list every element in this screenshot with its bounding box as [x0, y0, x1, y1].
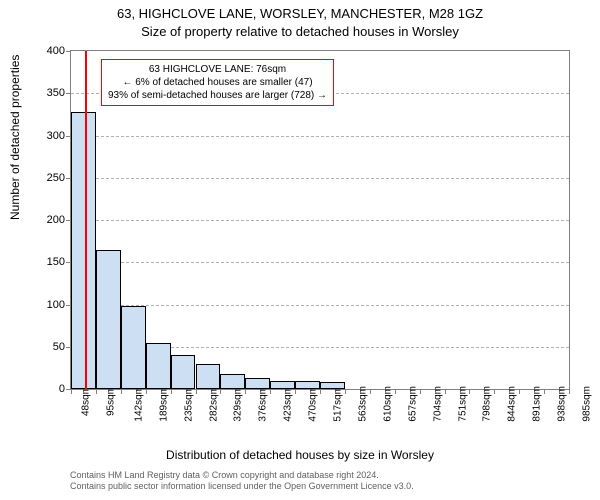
xtick-mark [96, 389, 97, 394]
subject-marker-line [85, 51, 87, 389]
chart-title-address: 63, HIGHCLOVE LANE, WORSLEY, MANCHESTER,… [0, 6, 600, 21]
xtick-mark [494, 389, 495, 394]
gridline [71, 305, 569, 306]
xtick-mark [270, 389, 271, 394]
xtick-label: 470sqm [307, 386, 318, 422]
xtick-label: 48sqm [81, 386, 92, 416]
ytick-label: 100 [31, 299, 65, 311]
ytick-label: 150 [31, 256, 65, 268]
histogram-bar [196, 364, 221, 389]
attribution-text: Contains HM Land Registry data © Crown c… [70, 470, 414, 492]
xtick-mark [196, 389, 197, 394]
xtick-label: 517sqm [332, 386, 343, 422]
xtick-label: 844sqm [507, 386, 518, 422]
annotation-line-1: 63 HIGHCLOVE LANE: 76sqm [108, 63, 327, 76]
xtick-label: 423sqm [282, 386, 293, 422]
ytick-mark [66, 93, 71, 94]
xtick-label: 189sqm [158, 386, 169, 422]
xtick-mark [519, 389, 520, 394]
histogram-bar [171, 355, 196, 389]
histogram-bar [220, 374, 245, 389]
ytick-label: 200 [31, 214, 65, 226]
histogram-bar [245, 378, 270, 389]
gridline [71, 220, 569, 221]
xtick-mark [220, 389, 221, 394]
xtick-mark [569, 389, 570, 394]
y-axis-label: Number of detached properties [8, 55, 22, 220]
histogram-bar [71, 112, 96, 389]
xtick-label: 985sqm [581, 386, 592, 422]
xtick-label: 657sqm [407, 386, 418, 422]
gridline [71, 136, 569, 137]
attribution-line-1: Contains HM Land Registry data © Crown c… [70, 470, 414, 481]
histogram-bar [96, 250, 121, 389]
xtick-label: 95sqm [105, 386, 116, 416]
xtick-mark [445, 389, 446, 394]
xtick-label: 751sqm [457, 386, 468, 422]
annotation-box: 63 HIGHCLOVE LANE: 76sqm← 6% of detached… [101, 59, 334, 106]
xtick-label: 938sqm [556, 386, 567, 422]
xtick-mark [345, 389, 346, 394]
histogram-bar [146, 343, 171, 389]
xtick-label: 704sqm [432, 386, 443, 422]
xtick-mark [395, 389, 396, 394]
xtick-label: 329sqm [233, 386, 244, 422]
ytick-label: 300 [31, 130, 65, 142]
gridline [71, 178, 569, 179]
x-axis-label: Distribution of detached houses by size … [0, 448, 600, 462]
attribution-line-2: Contains public sector information licen… [70, 481, 414, 492]
xtick-mark [146, 389, 147, 394]
xtick-mark [295, 389, 296, 394]
annotation-line-2: ← 6% of detached houses are smaller (47) [108, 76, 327, 89]
xtick-label: 282sqm [208, 386, 219, 422]
xtick-mark [245, 389, 246, 394]
xtick-label: 142sqm [133, 386, 144, 422]
xtick-mark [121, 389, 122, 394]
ytick-label: 350 [31, 87, 65, 99]
xtick-mark [171, 389, 172, 394]
xtick-mark [71, 389, 72, 394]
ytick-label: 250 [31, 172, 65, 184]
xtick-label: 235sqm [183, 386, 194, 422]
xtick-mark [544, 389, 545, 394]
xtick-mark [370, 389, 371, 394]
gridline [71, 262, 569, 263]
histogram-bar [320, 382, 345, 389]
chart-container: 63, HIGHCLOVE LANE, WORSLEY, MANCHESTER,… [0, 0, 600, 500]
xtick-mark [469, 389, 470, 394]
xtick-label: 798sqm [482, 386, 493, 422]
ytick-mark [66, 51, 71, 52]
annotation-line-3: 93% of semi-detached houses are larger (… [108, 89, 327, 102]
xtick-label: 563sqm [357, 386, 368, 422]
xtick-mark [420, 389, 421, 394]
chart-subtitle: Size of property relative to detached ho… [0, 24, 600, 39]
xtick-mark [320, 389, 321, 394]
histogram-bar [295, 381, 320, 389]
xtick-label: 891sqm [531, 386, 542, 422]
ytick-label: 400 [31, 45, 65, 57]
xtick-label: 610sqm [382, 386, 393, 422]
plot-area: 05010015020025030035040048sqm95sqm142sqm… [70, 50, 570, 390]
histogram-bar [270, 381, 295, 389]
xtick-label: 376sqm [258, 386, 269, 422]
ytick-label: 0 [31, 383, 65, 395]
ytick-label: 50 [31, 341, 65, 353]
histogram-bar [121, 306, 146, 389]
